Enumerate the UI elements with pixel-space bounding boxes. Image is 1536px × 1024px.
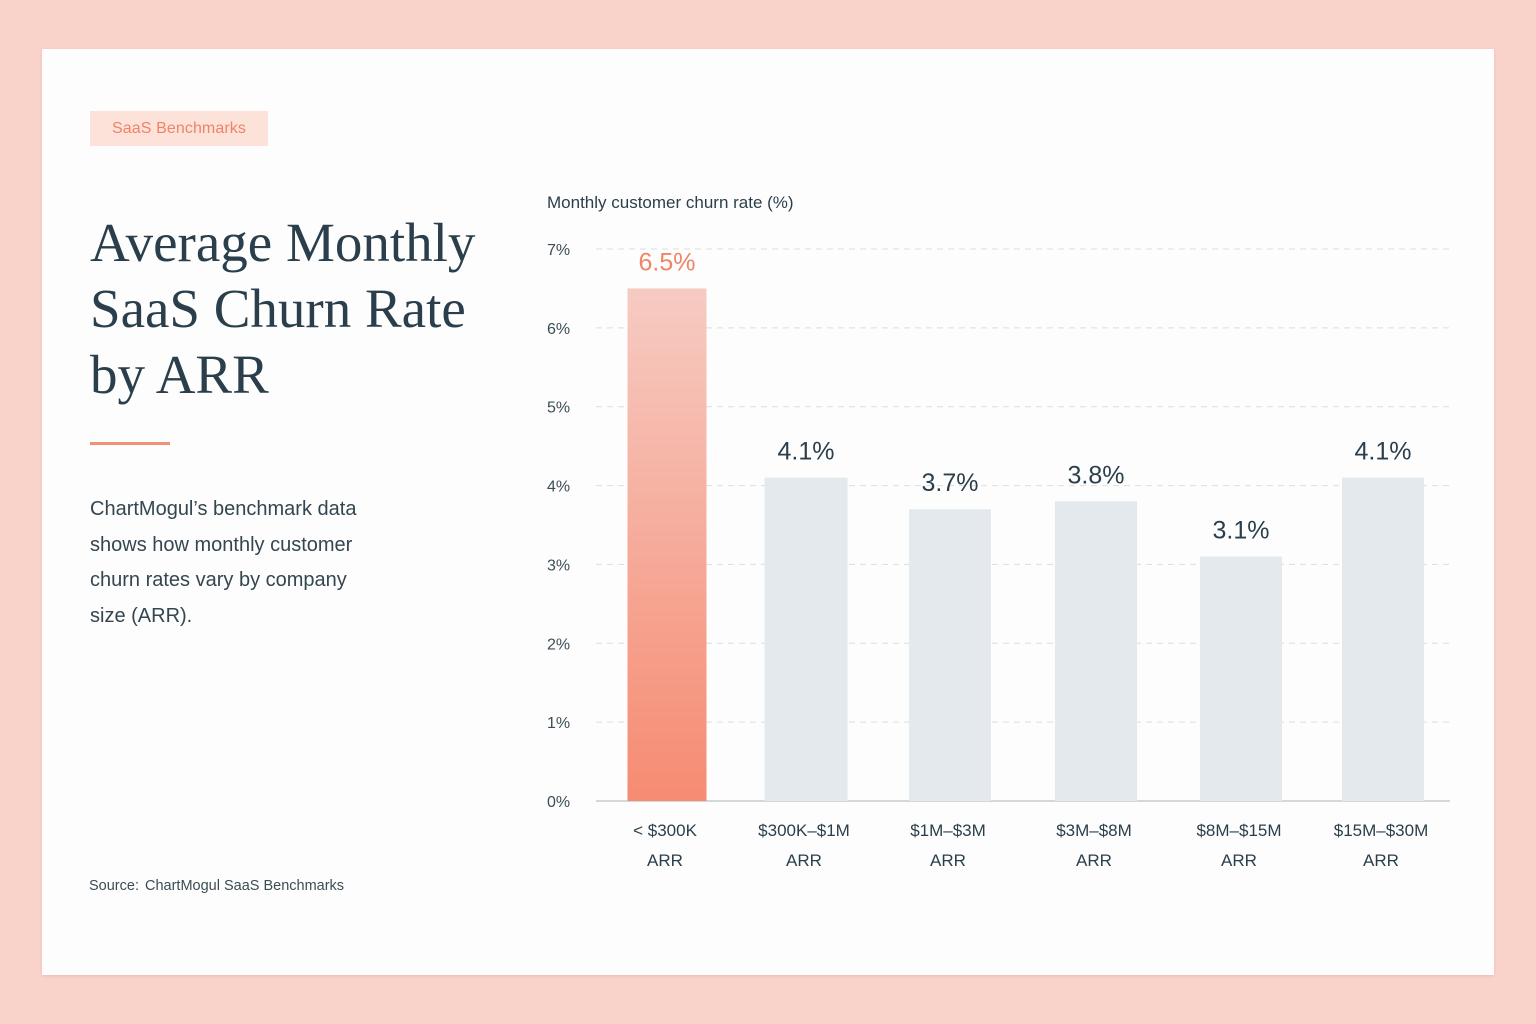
- page-title: Average Monthly SaaS Churn Rate by ARR: [90, 210, 510, 408]
- source-label: Source:: [89, 878, 139, 894]
- description-line: churn rates vary by company: [90, 569, 347, 591]
- title-line: by ARR: [90, 344, 269, 405]
- description-line: ChartMogul’s benchmark data: [90, 498, 357, 520]
- source-text: ChartMogul SaaS Benchmarks: [144, 878, 345, 894]
- description-line: shows how monthly customer: [90, 533, 353, 556]
- source-note: Source: ChartMogul SaaS Benchmarks: [89, 878, 344, 894]
- title-line: Average Monthly: [90, 212, 476, 273]
- description-line: size (ARR).: [90, 604, 193, 627]
- accent-divider: [90, 442, 170, 445]
- description: ChartMogul’s benchmark data shows how mo…: [90, 492, 420, 634]
- category-tag: SaaS Benchmarks: [90, 111, 268, 146]
- title-line: SaaS Churn Rate: [90, 278, 466, 339]
